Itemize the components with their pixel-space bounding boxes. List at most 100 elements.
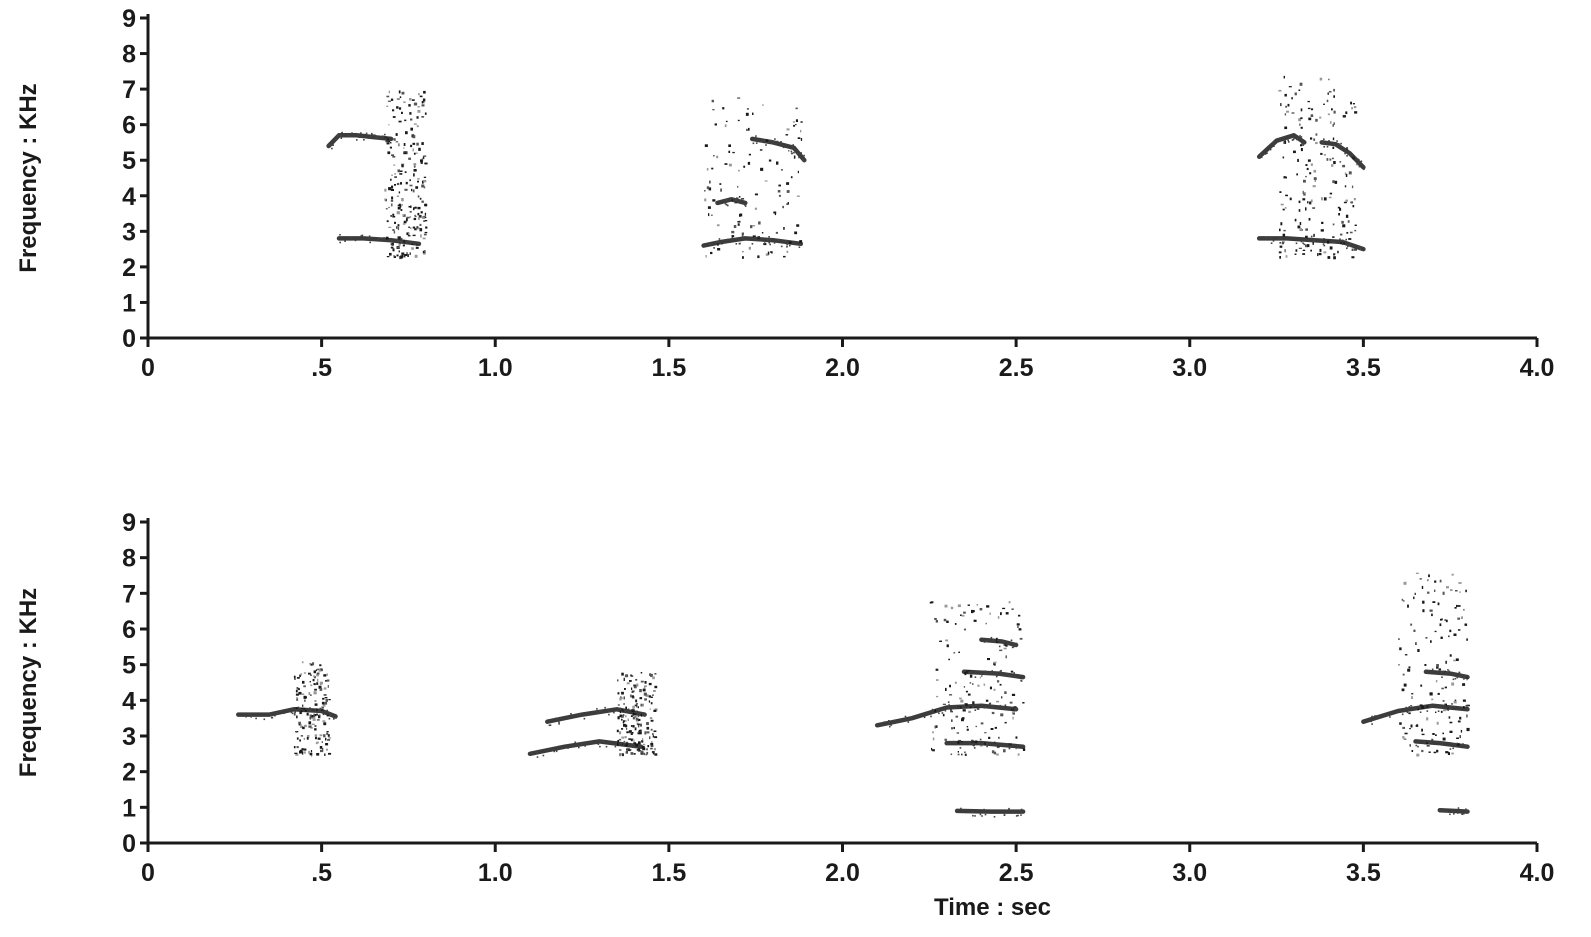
spectrogram-speck (630, 738, 633, 742)
spectrogram-speck (635, 717, 639, 721)
spectrogram-speck (649, 736, 651, 740)
spectrogram-speck (1326, 158, 1329, 161)
spectrogram-speck (1410, 705, 1413, 707)
spectrogram-speck (641, 751, 644, 754)
spectrogram-speck (1399, 647, 1402, 651)
spectrogram-speck (1328, 140, 1330, 142)
x-tick-label: 1.0 (478, 859, 513, 887)
spectrogram-speck (709, 243, 712, 246)
spectrogram-speck (1291, 112, 1295, 114)
spectrogram-speck (414, 254, 418, 258)
spectrogram-speck (298, 721, 301, 725)
spectrogram-speck (300, 725, 304, 728)
spectrogram-speck (393, 255, 396, 258)
spectrogram-speck (717, 248, 721, 251)
spectrogram-speck (621, 711, 623, 713)
spectrogram-speck (319, 707, 322, 710)
spectrogram-speck (628, 730, 632, 733)
spectrogram-speck (1407, 668, 1411, 672)
spectrogram-speck (981, 815, 983, 817)
spectrogram-speck (413, 169, 417, 172)
spectrogram-speck (1302, 242, 1304, 245)
spectrogram-speck (650, 673, 653, 677)
spectrogram-speck (1416, 724, 1419, 727)
spectrogram-speck (621, 718, 623, 721)
spectrogram-speck (296, 677, 300, 679)
spectrogram-speck (408, 157, 411, 160)
spectrogram-speck (986, 742, 989, 745)
spectrogram-speck (1004, 691, 1007, 694)
spectrogram-speck (1347, 220, 1350, 223)
spectrogram-speck (321, 747, 324, 751)
spectrogram-speck (296, 687, 299, 690)
spectrogram-speck (574, 741, 576, 744)
spectrogram-speck (407, 235, 411, 237)
spectrogram-speck (335, 138, 337, 141)
spectrogram-speck (389, 146, 392, 149)
spectrogram-speck (793, 124, 795, 127)
spectrogram-speck (299, 674, 301, 677)
spectrogram-speck (1288, 86, 1292, 88)
spectrogram-speck (800, 138, 803, 141)
spectrogram-speck (1285, 105, 1287, 108)
spectrogram-speck (615, 741, 617, 743)
spectrogram-speck (401, 164, 404, 168)
spectrogram-speck (1265, 236, 1267, 239)
spectrogram-speck (1298, 200, 1301, 204)
spectrogram-speck (327, 734, 330, 737)
spectrogram-speck (1444, 704, 1447, 707)
spectrogram-speck (1019, 637, 1023, 640)
spectrogram-speck (623, 703, 625, 705)
spectrogram-speck (395, 141, 399, 143)
spectrogram-speck (1448, 670, 1450, 672)
spectrogram-speck (1289, 197, 1292, 201)
spectrogram-speck (385, 208, 388, 210)
spectrogram-speck (796, 195, 800, 197)
spectrogram-speck (536, 751, 538, 754)
spectrogram-speck (1269, 148, 1272, 151)
spectrogram-speck (1460, 729, 1463, 733)
spectrogram-speck (652, 733, 654, 735)
spectrogram-speck (1008, 807, 1010, 810)
spectrogram-speck (390, 243, 393, 245)
spectrogram-speck (1284, 139, 1286, 142)
spectrogram-speck (993, 751, 997, 755)
spectrogram-speck (640, 672, 643, 674)
spectrogram-speck (1427, 591, 1430, 594)
x-tick-label: 2.0 (825, 859, 860, 887)
spectrogram-speck (961, 753, 963, 756)
spectrogram-speck (391, 203, 393, 207)
spectrogram-speck (1295, 249, 1298, 252)
spectrogram-speck (333, 718, 335, 720)
spectrogram-speck (1461, 616, 1463, 619)
spectrogram-speck (1453, 813, 1455, 815)
spectrogram-speck (421, 101, 424, 104)
spectrogram-speck (1409, 744, 1411, 747)
spectrogram-speck (641, 740, 644, 743)
spectrogram-speck (789, 244, 791, 247)
spectrogram-speck (711, 99, 714, 103)
spectrogram-speck (301, 751, 304, 755)
spectrogram-speck (1333, 241, 1336, 244)
spectrogram-speck (1331, 164, 1334, 167)
spectrogram-speck (304, 699, 306, 702)
spectrogram-speck (1454, 677, 1457, 680)
energy-cluster (929, 601, 1026, 756)
spectrogram-speck (294, 711, 296, 714)
spectrogram-speck (295, 731, 298, 733)
spectrogram-speck (386, 220, 389, 223)
spectrogram-speck (1427, 579, 1429, 582)
spectrogram-speck (1288, 141, 1290, 143)
spectrogram-speck (733, 197, 735, 200)
spectrogram-speck (964, 751, 966, 754)
spectrogram-speck (937, 710, 940, 712)
spectrogram-speck (972, 610, 975, 613)
spectrogram-speck (635, 710, 638, 713)
spectrogram-speck (642, 738, 644, 741)
spectrogram-speck (423, 233, 427, 236)
spectrogram-speck (1442, 591, 1445, 595)
spectrogram-speck (1386, 714, 1389, 717)
spectrogram-speck (620, 743, 622, 745)
spectrogram-speck (652, 676, 655, 680)
